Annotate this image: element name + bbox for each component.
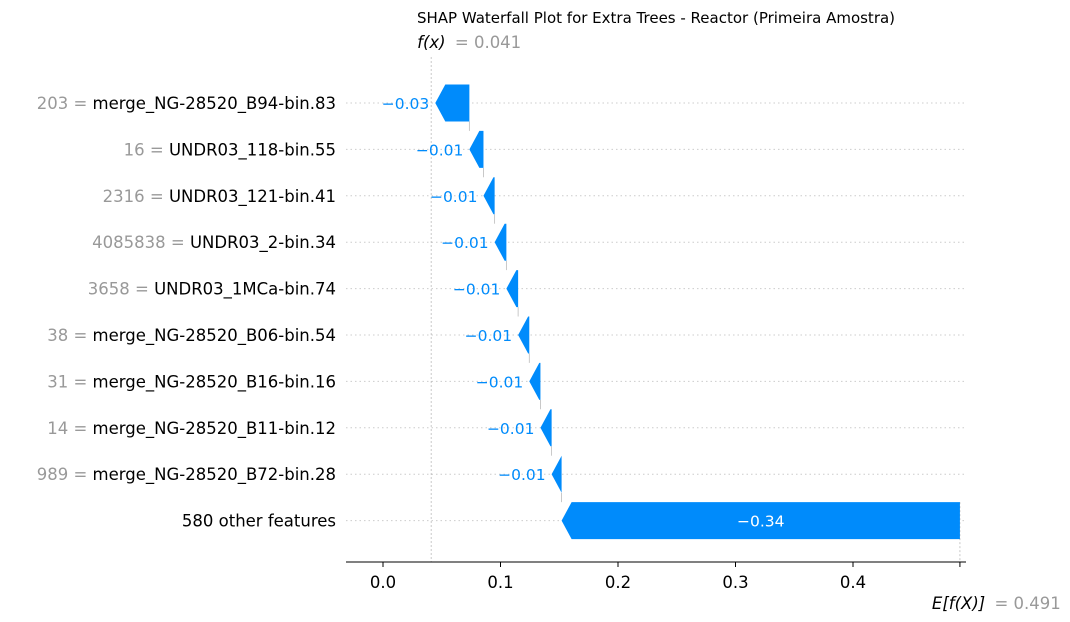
bar-value-label: −0.03 [382,95,430,113]
shap-bar [469,130,484,168]
shap-bar [435,84,470,122]
feature-label: 2316 = UNDR03_121-bin.41 [103,187,336,207]
chart-title: SHAP Waterfall Plot for Extra Trees - Re… [417,9,895,27]
bar-value-label: −0.01 [487,420,535,438]
feature-name: merge_NG-28520_B72-bin.28 [93,465,336,485]
fx-annotation: f(x) = 0.041 [417,33,521,52]
feature-name: UNDR03_2-bin.34 [190,233,336,253]
feature-name: UNDR03_121-bin.41 [169,187,336,207]
bar-value-label: −0.01 [416,141,464,159]
shap-bar [561,502,960,540]
bar-value-label: −0.01 [476,373,524,391]
feature-value: 2316 = [103,187,169,206]
x-tick-label: 0.1 [487,573,513,592]
feature-value: 14 = [47,419,92,438]
x-tick-label: 0.0 [370,573,396,592]
feature-value: 989 = [37,465,93,484]
x-tick-label: 0.3 [722,573,748,592]
bar-value-label: −0.01 [453,281,501,299]
row-gridlines [346,102,966,522]
shap-bar [551,455,562,493]
feature-value: 3658 = [88,280,154,299]
feature-value: 38 = [47,326,92,345]
feature-label: 3658 = UNDR03_1MCa-bin.74 [88,280,336,300]
feature-name: merge_NG-28520_B16-bin.16 [93,372,336,392]
bar-value-label: −0.01 [430,188,478,206]
feature-name: UNDR03_1MCa-bin.74 [154,280,336,300]
reference-lines [430,57,961,562]
feature-label: 580 other features [182,512,336,531]
feature-label: 16 = UNDR03_118-bin.55 [124,140,336,160]
feature-value: 31 = [47,372,92,391]
x-tick-label: 0.4 [840,573,866,592]
feature-value: 16 = [124,140,169,159]
shap-bar [506,270,519,308]
feature-value: 4085838 = [92,233,190,252]
fx-label: f(x) [417,33,445,52]
efx-label: E[f(X)] [932,594,985,613]
feature-name: merge_NG-28520_B06-bin.54 [93,326,336,346]
shap-bar [494,223,507,261]
shap-bar [540,409,552,447]
x-tick-label: 0.2 [605,573,631,592]
feature-labels: 203 = merge_NG-28520_B94-bin.83 16 = UNDR… [37,94,336,531]
shap-bar [529,362,541,400]
bar-value-label: −0.34 [737,513,785,531]
bar-value-label: −0.01 [498,466,546,484]
bar-value-label: −0.01 [441,234,489,252]
shap-bar [483,177,495,215]
bars: −0.03 −0.01 −0.01 −0.01 −0.01 −0.01 −0.01 −0.01… [382,84,960,540]
bar-value-label: −0.01 [465,327,513,345]
feature-value: 203 = [37,94,93,113]
shap-bar [518,316,530,354]
efx-annotation: E[f(X)] = 0.491 [932,594,1061,613]
efx-value: = 0.491 [994,594,1060,613]
feature-name: UNDR03_118-bin.55 [169,140,336,160]
feature-label: 203 = merge_NG-28520_B94-bin.83 [37,94,336,114]
feature-label: 989 = merge_NG-28520_B72-bin.28 [37,465,336,485]
x-axis: 0.0 0.1 0.2 0.3 0.4 [346,561,966,592]
feature-label: 14 = merge_NG-28520_B11-bin.12 [47,419,336,439]
feature-label: 31 = merge_NG-28520_B16-bin.16 [47,372,336,392]
feature-name: merge_NG-28520_B11-bin.12 [93,419,336,439]
fx-value: = 0.041 [455,33,521,52]
feature-name: 580 other features [182,512,336,531]
feature-label: 38 = merge_NG-28520_B06-bin.54 [47,326,336,346]
feature-label: 4085838 = UNDR03_2-bin.34 [92,233,336,253]
feature-name: merge_NG-28520_B94-bin.83 [93,94,336,114]
